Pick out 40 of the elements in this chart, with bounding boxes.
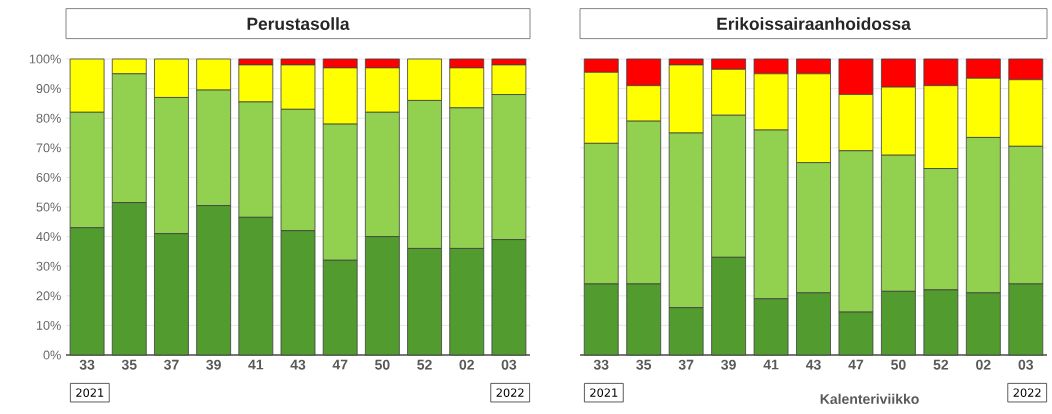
x-tick-label: 43 [290, 359, 306, 370]
y-tick-label: 30% [36, 261, 61, 271]
y-tick-label: 80% [36, 113, 61, 123]
chart-title: Perustasolla [247, 17, 350, 30]
y-tick-label: 90% [36, 84, 61, 94]
y-tick-label: 20% [36, 291, 61, 301]
x-tick-label: 43 [805, 359, 821, 370]
x-tick-label: 35 [636, 359, 652, 370]
x-tick-label: 37 [678, 359, 694, 370]
y-tick-label: 70% [36, 143, 61, 153]
x-tick-label: 50 [375, 359, 390, 370]
y-tick-label: 100% [29, 54, 61, 64]
x-tick-label: 03 [501, 359, 517, 370]
x-tick-label: 02 [976, 359, 991, 370]
x-tick-label: 02 [459, 359, 474, 370]
x-tick-label: 39 [721, 359, 736, 370]
x-tick-label: 35 [121, 359, 137, 370]
x-tick-label: 52 [933, 359, 949, 370]
text: 2021 [76, 388, 104, 397]
text: 2022 [496, 388, 524, 397]
x-tick-label: 37 [163, 359, 179, 370]
chart-title: Erikoissairaanhoidossa [717, 17, 911, 30]
text: 2021 [590, 388, 618, 397]
y-tick-label: 10% [36, 320, 61, 330]
text: 2022 [1013, 388, 1041, 397]
x-tick-label: 41 [763, 359, 779, 370]
x-tick-label: 47 [848, 359, 864, 370]
x-tick-label: 50 [891, 359, 906, 370]
x-tick-label: 41 [248, 359, 264, 370]
x-tick-label: 03 [1018, 359, 1034, 370]
x-tick-label: 39 [206, 359, 221, 370]
x-tick-label: 33 [593, 359, 609, 370]
y-tick-label: 60% [36, 172, 61, 182]
y-tick-label: 50% [36, 202, 61, 212]
y-tick-label: 40% [36, 232, 61, 242]
y-tick-label: 0% [43, 350, 61, 360]
x-tick-label: 47 [332, 359, 348, 370]
x-tick-label: 33 [79, 359, 95, 370]
x-axis-title: Kalenteriviikko [820, 393, 919, 404]
x-tick-label: 52 [417, 359, 432, 370]
